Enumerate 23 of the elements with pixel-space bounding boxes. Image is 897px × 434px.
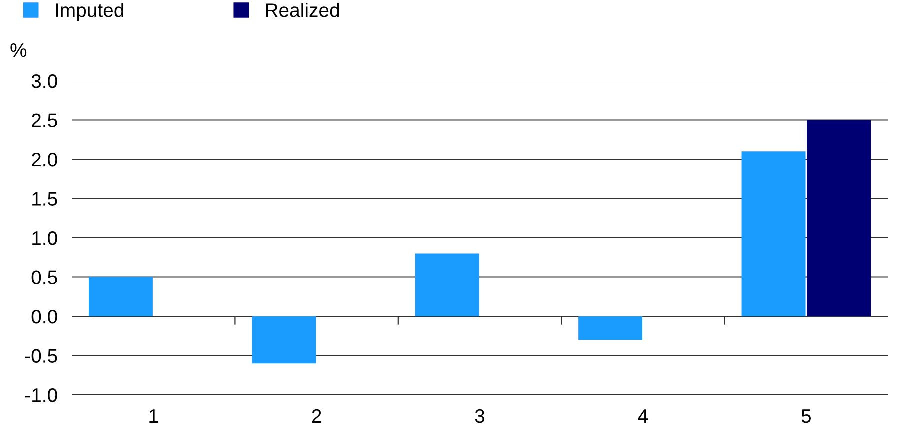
y-tick-label: 1.5 (32, 192, 58, 206)
y-tick-label: 2.5 (32, 114, 58, 128)
bar (415, 254, 480, 316)
bar (742, 152, 806, 316)
bar (578, 316, 643, 340)
y-tick-label: -0.5 (25, 349, 58, 363)
y-tick-label: 0.0 (32, 310, 58, 324)
bar (252, 316, 316, 364)
y-tick-label: 3.0 (32, 74, 58, 88)
legend-label: Realized (266, 2, 340, 18)
bar (807, 120, 872, 316)
y-tick-label: 1.0 (32, 231, 58, 246)
y-tick-label: 0.5 (32, 270, 58, 284)
y-tick-label: -1.0 (25, 388, 58, 402)
x-tick-label: 4 (638, 410, 648, 423)
y-axis-title: % (10, 44, 27, 58)
x-tick-label: 1 (150, 410, 158, 423)
x-tick-label: 5 (802, 410, 811, 424)
y-tick-label: 2.0 (32, 152, 58, 167)
x-tick-label: 3 (475, 409, 485, 424)
legend-label: Imputed (56, 2, 124, 22)
bar (88, 277, 153, 316)
x-tick-label: 2 (312, 409, 322, 423)
